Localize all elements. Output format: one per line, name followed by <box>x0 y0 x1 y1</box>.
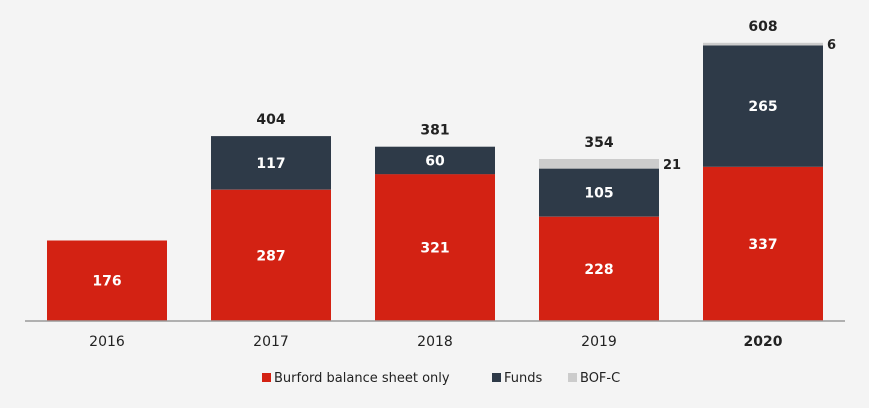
label-funds-2019: 105 <box>584 186 613 202</box>
bar-balance-2018 <box>375 174 495 321</box>
label-bofc-2019: 21 <box>663 158 681 173</box>
bar-balance-2020 <box>703 166 823 321</box>
total-label-2017: 404 <box>256 112 285 128</box>
label-funds-2018: 60 <box>425 153 445 169</box>
bar-funds-2018 <box>375 146 495 175</box>
bar-balance-2017 <box>211 189 331 321</box>
bar-bofc-2019 <box>539 159 659 169</box>
bar-balance-2016 <box>47 240 167 321</box>
total-label-2019: 354 <box>584 135 613 151</box>
bars-layer <box>47 42 823 321</box>
bar-funds-2017 <box>211 136 331 190</box>
label-bofc-2020: 6 <box>827 38 836 53</box>
legend-swatch-funds <box>492 373 501 382</box>
bar-bofc-2020 <box>703 42 823 46</box>
label-balance-2019: 228 <box>584 262 613 278</box>
total-label-2018: 381 <box>420 123 449 139</box>
legend-swatch-bofc <box>568 373 577 382</box>
x-axis-ticks: 2016 2017 2018 2019 2020 <box>89 334 783 350</box>
bar-funds-2020 <box>703 45 823 167</box>
legend-label-funds: Funds <box>504 371 542 386</box>
label-balance-2020: 337 <box>748 237 777 253</box>
total-label-2020: 608 <box>748 19 777 35</box>
labels-layer: 176 287 117 404 321 60 381 228 105 21 354 337 265 6 60… <box>92 19 836 290</box>
legend-label-balance: Burford balance sheet only <box>274 371 450 386</box>
x-tick-2016: 2016 <box>89 334 125 350</box>
label-balance-2016: 176 <box>92 274 121 290</box>
label-balance-2017: 287 <box>256 248 285 264</box>
legend-swatch-balance <box>262 373 271 382</box>
label-funds-2020: 265 <box>748 99 777 115</box>
bar-balance-2019 <box>539 216 659 321</box>
legend: Burford balance sheet only Funds BOF-C <box>262 371 620 386</box>
label-balance-2018: 321 <box>420 241 449 257</box>
legend-label-bofc: BOF-C <box>580 371 620 386</box>
x-tick-2020: 2020 <box>744 334 783 350</box>
label-funds-2017: 117 <box>256 156 285 172</box>
bar-funds-2019 <box>539 168 659 217</box>
x-tick-2018: 2018 <box>417 334 453 350</box>
x-tick-2019: 2019 <box>581 334 617 350</box>
x-tick-2017: 2017 <box>253 334 289 350</box>
